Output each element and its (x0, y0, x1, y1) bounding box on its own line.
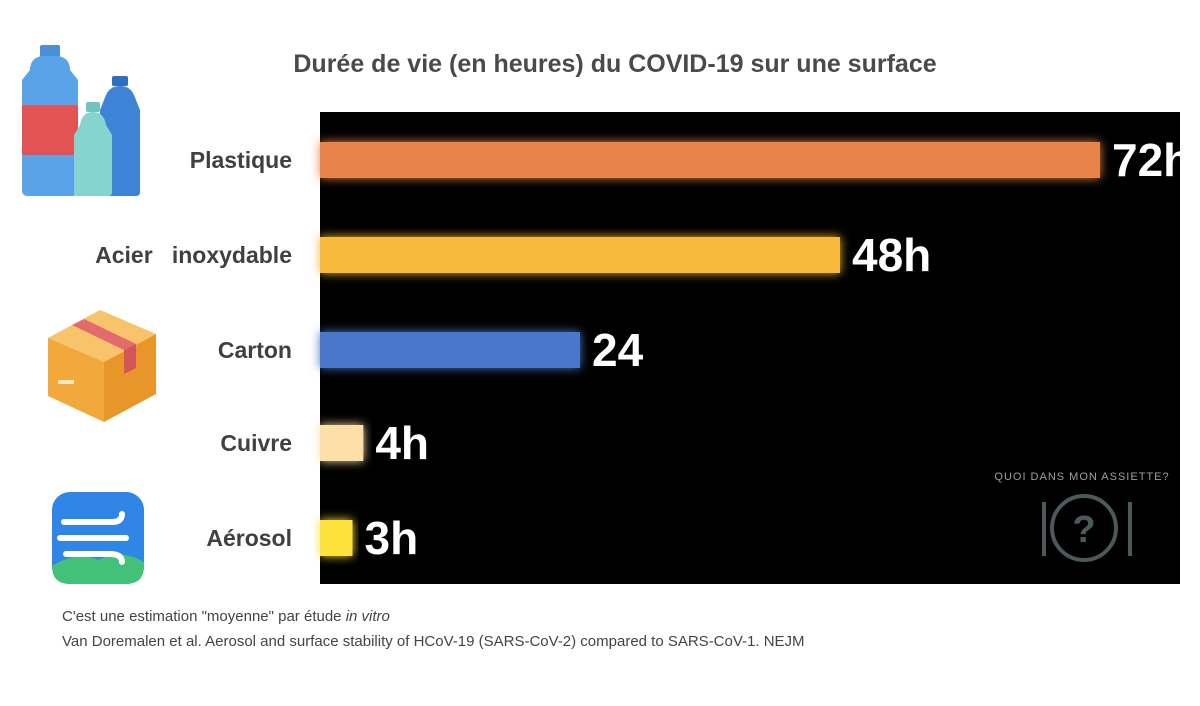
category-label-3: Cuivre (220, 430, 292, 456)
footnotes: C'est une estimation "moyenne" par étude… (62, 604, 805, 654)
footnote-estimate: C'est une estimation "moyenne" par étude… (62, 608, 390, 625)
category-label-0: Plastique (190, 147, 292, 173)
category-labels: Plastique Acier inoxydable Carton Cuivre Aér… (95, 147, 292, 551)
bar-2 (320, 332, 580, 368)
bottles-icon (22, 45, 140, 196)
value-labels: 72h 48h 24 4h 3h (365, 134, 1192, 564)
cardboard-box-icon (48, 310, 156, 422)
value-label-4: 3h (365, 512, 419, 564)
category-label-1: Acier inoxydable (95, 242, 292, 268)
quoi-dans-mon-assiette-logo: QUOI DANS MON ASSIETTE? ? (994, 471, 1169, 562)
bar-3 (320, 425, 364, 461)
category-label-4: Aérosol (206, 525, 292, 551)
chart-title: Durée de vie (en heures) du COVID-19 sur… (293, 50, 937, 78)
bars (320, 142, 1100, 556)
bar-0 (320, 142, 1100, 178)
footnote-reference: Van Doremalen et al. Aerosol and surface… (62, 633, 805, 650)
aerosol-wind-icon (52, 492, 144, 584)
value-label-1: 48h (852, 229, 931, 281)
value-label-3: 4h (375, 417, 429, 469)
category-label-2: Carton (218, 337, 292, 363)
value-label-0: 72h (1112, 134, 1191, 186)
svg-text:QUOI DANS MON ASSIETTE?: QUOI DANS MON ASSIETTE? (994, 471, 1169, 483)
svg-text:?: ? (1072, 509, 1095, 551)
value-label-2: 24 (592, 324, 644, 376)
bar-1 (320, 237, 840, 273)
bar-4 (320, 520, 353, 556)
